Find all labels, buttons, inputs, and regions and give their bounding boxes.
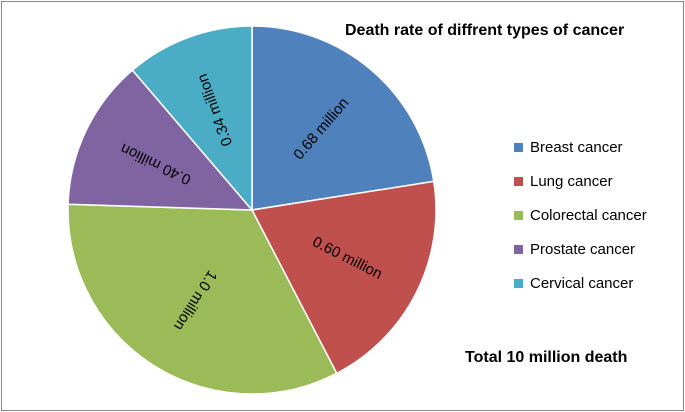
pie-slice-breast [251, 25, 435, 211]
legend-label: Cervical cancer [530, 274, 634, 292]
pie-slice-prostate [67, 69, 254, 211]
legend-label: Colorectal cancer [530, 206, 647, 224]
pie-slice-cervical [131, 25, 253, 213]
legend-label: Lung cancer [530, 172, 613, 190]
chart-title: Death rate of diffrent types of cancer [345, 22, 625, 39]
pie-slice-lung [250, 180, 437, 375]
total-annotation: Total 10 million death [465, 349, 628, 366]
legend-item-colorectal: Colorectal cancer [514, 198, 647, 232]
legend-swatch [514, 278, 523, 288]
pie-slice-colorectal [67, 203, 338, 395]
legend-label: Breast cancer [530, 138, 623, 156]
legend-swatch [514, 176, 523, 186]
legend-item-breast: Breast cancer [514, 130, 647, 164]
legend-item-cervical: Cervical cancer [514, 266, 647, 300]
legend-swatch [514, 142, 523, 152]
legend-item-prostate: Prostate cancer [514, 232, 647, 266]
pie-slices [67, 25, 437, 395]
legend-item-lung: Lung cancer [514, 164, 647, 198]
legend-swatch [514, 210, 523, 220]
legend: Breast cancer Lung cancer Colorectal can… [514, 130, 647, 300]
legend-swatch [514, 244, 523, 254]
legend-label: Prostate cancer [530, 240, 636, 258]
